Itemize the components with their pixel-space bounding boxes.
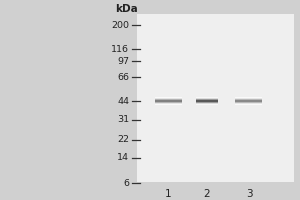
Bar [236, 97, 262, 98]
Text: 3: 3 [246, 189, 252, 199]
Text: 116: 116 [111, 45, 129, 53]
Text: 6: 6 [123, 178, 129, 188]
Text: kDa: kDa [116, 4, 138, 14]
Bar [154, 97, 182, 98]
Text: 2: 2 [204, 189, 210, 199]
Bar [154, 99, 182, 100]
Bar [154, 102, 182, 103]
Bar [196, 101, 218, 102]
Bar [196, 99, 218, 100]
Bar [236, 100, 262, 101]
Text: 22: 22 [117, 136, 129, 144]
Bar [236, 101, 262, 102]
Bar [154, 103, 182, 104]
Bar [196, 103, 218, 104]
Bar [196, 97, 218, 98]
Bar [196, 98, 218, 99]
Bar [236, 99, 262, 100]
Bar [236, 103, 262, 104]
Bar [236, 104, 262, 105]
Text: 31: 31 [117, 116, 129, 124]
Bar [236, 102, 262, 103]
Text: 1: 1 [165, 189, 171, 199]
Bar [136, 14, 294, 182]
Bar [196, 100, 218, 101]
Text: 97: 97 [117, 56, 129, 66]
Text: 66: 66 [117, 72, 129, 82]
Text: 14: 14 [117, 154, 129, 162]
Text: 200: 200 [111, 21, 129, 29]
Bar [196, 104, 218, 105]
Bar [154, 104, 182, 105]
Bar [196, 102, 218, 103]
Bar [154, 98, 182, 99]
Bar [154, 100, 182, 101]
Bar [236, 98, 262, 99]
Bar [154, 101, 182, 102]
Text: 44: 44 [117, 97, 129, 106]
